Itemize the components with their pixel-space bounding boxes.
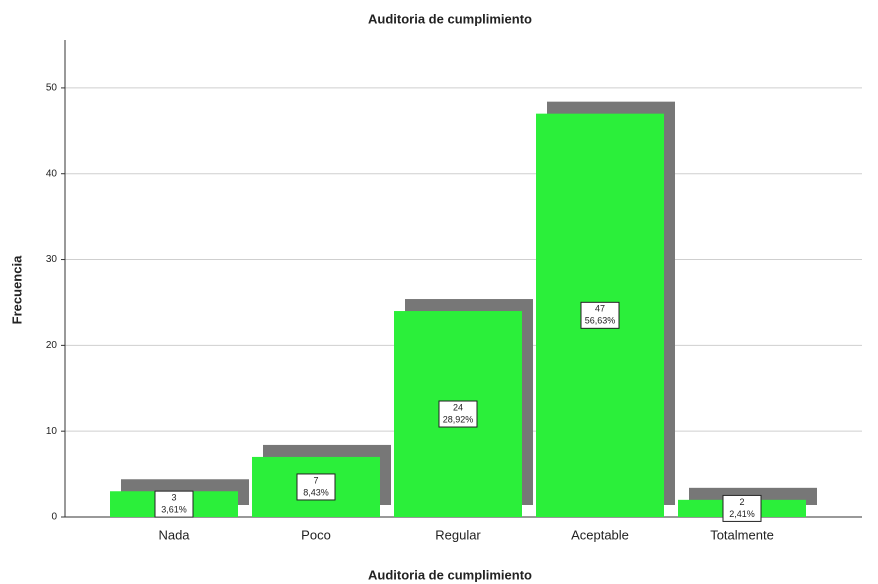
label-box [438,400,478,428]
y-tick-label: 0 [51,512,57,523]
value-label: 24 [453,402,463,412]
x-tick-label: Regular [435,527,481,542]
value-label: 47 [595,304,605,314]
percent-label: 28,92% [443,414,474,424]
label-box [580,301,620,329]
label-box [154,490,194,518]
x-tick-label: Totalmente [710,527,774,542]
y-tick-label: 30 [46,254,58,265]
x-axis-title: Auditoria de cumplimiento [368,567,532,582]
y-axis-title: Frecuencia [9,255,24,324]
y-tick-label: 20 [46,340,58,351]
percent-label: 8,43% [303,487,329,497]
y-tick-label: 40 [46,168,58,179]
percent-label: 3,61% [161,505,187,515]
x-tick-label: Nada [158,527,190,542]
x-tick-label: Poco [301,527,331,542]
value-label: 7 [313,475,318,485]
y-tick-label: 50 [46,83,58,94]
label-box [296,473,336,501]
value-label: 2 [739,497,744,507]
x-tick-label: Aceptable [571,527,629,542]
percent-label: 56,63% [585,316,616,326]
y-tick-label: 10 [46,426,58,437]
label-box [722,494,762,522]
chart-title: Auditoria de cumplimiento [368,11,532,26]
percent-label: 2,41% [729,509,755,519]
value-label: 3 [171,493,176,503]
